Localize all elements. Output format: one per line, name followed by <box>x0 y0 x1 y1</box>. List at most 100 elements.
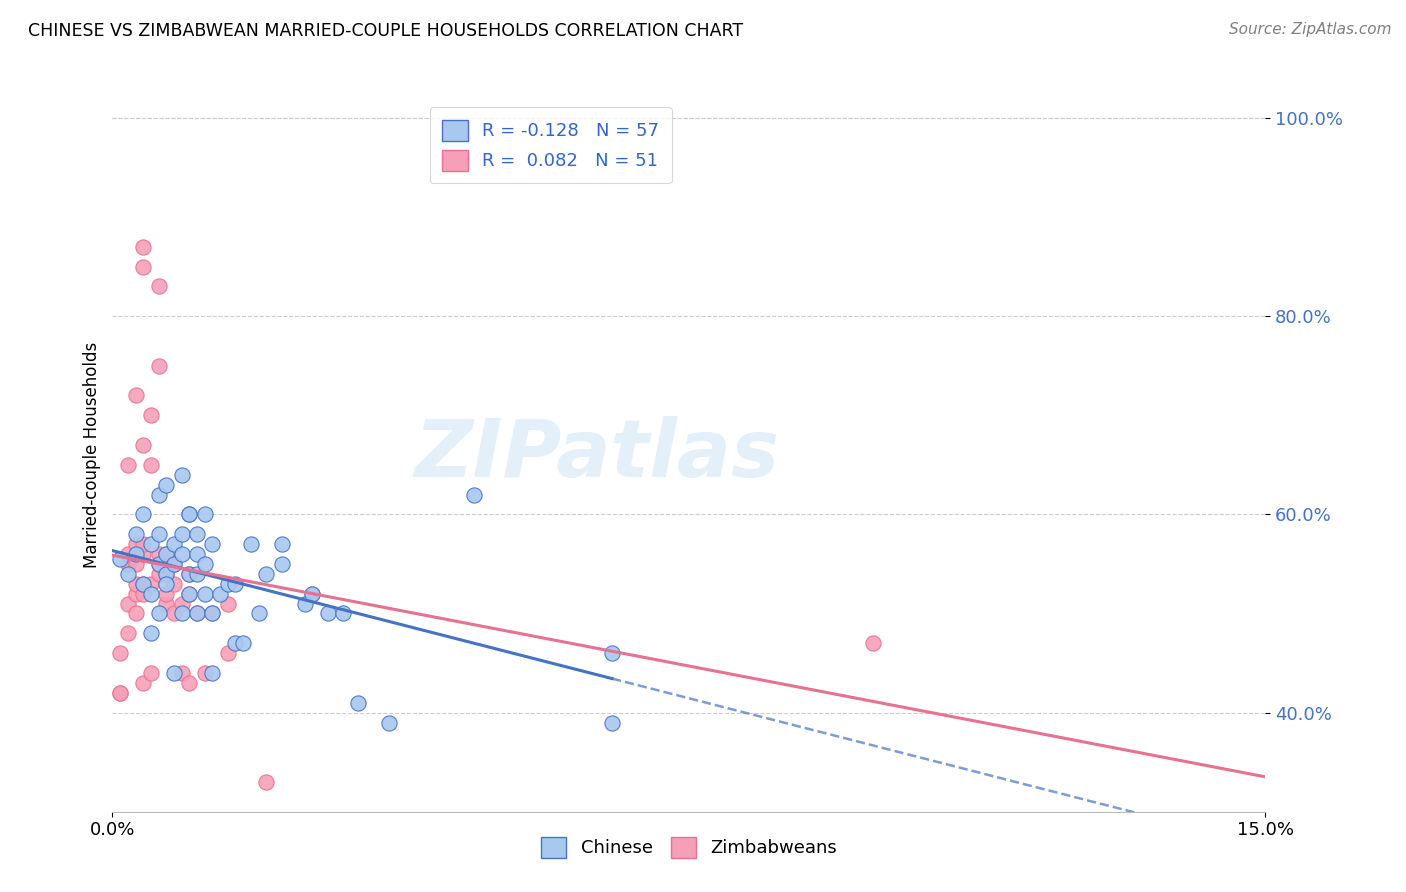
Point <box>270 557 292 571</box>
Point <box>132 260 155 274</box>
Point <box>132 537 155 551</box>
Point <box>600 646 623 660</box>
Point <box>463 487 485 501</box>
Point <box>194 557 217 571</box>
Point <box>170 467 193 482</box>
Point <box>378 715 401 730</box>
Text: CHINESE VS ZIMBABWEAN MARRIED-COUPLE HOUSEHOLDS CORRELATION CHART: CHINESE VS ZIMBABWEAN MARRIED-COUPLE HOU… <box>28 22 744 40</box>
Point <box>179 587 201 601</box>
Point <box>170 607 193 621</box>
Point <box>108 686 131 700</box>
Point <box>186 607 208 621</box>
Point <box>201 607 224 621</box>
Point <box>170 527 193 541</box>
Point <box>148 557 170 571</box>
Point <box>170 665 193 680</box>
Point <box>600 715 623 730</box>
Legend: Chinese, Zimbabweans: Chinese, Zimbabweans <box>531 828 846 867</box>
Point <box>148 487 170 501</box>
Point <box>132 576 155 591</box>
Point <box>155 566 177 581</box>
Point <box>347 696 370 710</box>
Point <box>194 508 217 522</box>
Point <box>148 566 170 581</box>
Point <box>179 508 201 522</box>
Point <box>239 537 262 551</box>
Point <box>117 547 139 561</box>
Point <box>139 665 162 680</box>
Point <box>179 676 201 690</box>
Point <box>139 537 162 551</box>
Point <box>132 576 155 591</box>
Point <box>108 552 131 566</box>
Point <box>301 587 323 601</box>
Point <box>294 597 316 611</box>
Point <box>148 607 170 621</box>
Point <box>217 597 239 611</box>
Text: ZIPatlas: ZIPatlas <box>415 416 779 494</box>
Point <box>179 566 201 581</box>
Point <box>224 576 246 591</box>
Point <box>217 576 239 591</box>
Point <box>124 537 146 551</box>
Point <box>179 508 201 522</box>
Point <box>163 665 186 680</box>
Point <box>155 477 177 491</box>
Point <box>155 547 177 561</box>
Point <box>117 626 139 640</box>
Point <box>163 557 186 571</box>
Point <box>201 665 224 680</box>
Point <box>139 458 162 472</box>
Point <box>209 587 232 601</box>
Point <box>254 566 277 581</box>
Point <box>163 557 186 571</box>
Point <box>201 607 224 621</box>
Point <box>217 646 239 660</box>
Point <box>247 607 270 621</box>
Point <box>108 646 131 660</box>
Point <box>155 587 177 601</box>
Point <box>148 547 170 561</box>
Point <box>148 279 170 293</box>
Point <box>132 508 155 522</box>
Point <box>132 438 155 452</box>
Point <box>186 547 208 561</box>
Point <box>132 587 155 601</box>
Point <box>163 576 186 591</box>
Point <box>179 587 201 601</box>
Point <box>132 676 155 690</box>
Point <box>108 686 131 700</box>
Point <box>232 636 254 650</box>
Point <box>254 775 277 789</box>
Point <box>155 597 177 611</box>
Point <box>124 576 146 591</box>
Point <box>124 547 146 561</box>
Point <box>155 566 177 581</box>
Point <box>124 607 146 621</box>
Point <box>124 557 146 571</box>
Point <box>139 409 162 423</box>
Point <box>132 240 155 254</box>
Point <box>301 587 323 601</box>
Point <box>163 607 186 621</box>
Point <box>179 566 201 581</box>
Point <box>148 527 170 541</box>
Point <box>194 587 217 601</box>
Point <box>117 557 139 571</box>
Point <box>139 576 162 591</box>
Point <box>124 527 146 541</box>
Point <box>163 537 186 551</box>
Point <box>139 587 162 601</box>
Point <box>270 537 292 551</box>
Point <box>155 547 177 561</box>
Y-axis label: Married-couple Households: Married-couple Households <box>83 342 101 568</box>
Point <box>117 458 139 472</box>
Point <box>170 547 193 561</box>
Point <box>862 636 884 650</box>
Point <box>224 636 246 650</box>
Point <box>332 607 354 621</box>
Text: Source: ZipAtlas.com: Source: ZipAtlas.com <box>1229 22 1392 37</box>
Point <box>186 607 208 621</box>
Point <box>201 537 224 551</box>
Point <box>194 665 217 680</box>
